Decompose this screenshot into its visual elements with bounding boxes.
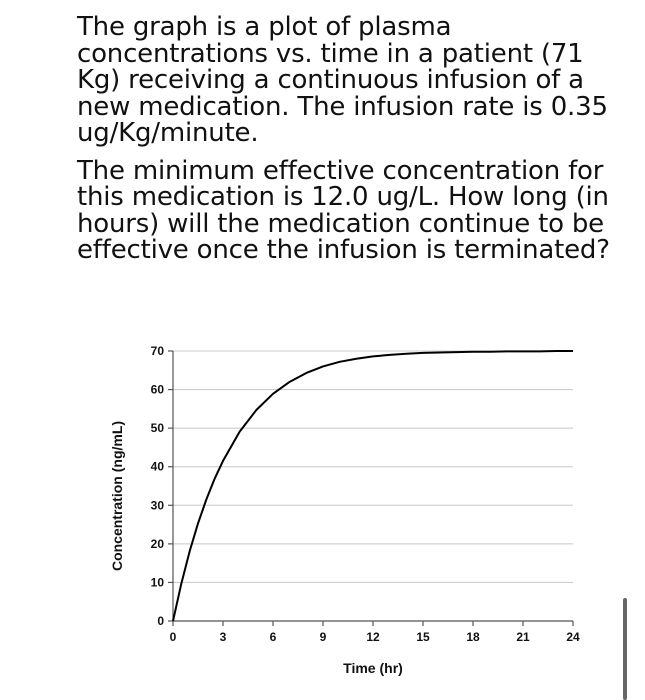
y-tick-label: 10	[151, 575, 165, 589]
concentration-curve	[172, 350, 573, 622]
x-axis-label: Time (hr)	[343, 660, 403, 676]
axes	[168, 350, 574, 626]
question-paragraph-2: The minimum effective concentration for …	[77, 155, 610, 265]
y-tick-label: 0	[157, 614, 164, 628]
y-tick-label: 70	[151, 344, 165, 358]
tick-labels: 0 10 20 30 40 50 60 70 0 3 6 9 12 15 18 21 24	[151, 344, 580, 644]
y-tick-label: 20	[151, 537, 165, 551]
y-tick-label: 30	[151, 498, 165, 512]
x-tick-label: 3	[220, 630, 227, 644]
x-tick-label: 9	[320, 630, 327, 644]
grid-lines	[173, 350, 573, 583]
x-tick-label: 18	[466, 630, 480, 644]
x-tick-label: 12	[366, 630, 380, 644]
series-lines	[172, 350, 573, 622]
y-tick-label: 40	[151, 460, 165, 474]
y-tick-label: 50	[151, 421, 165, 435]
y-tick-label: 60	[151, 383, 165, 397]
x-tick-label: 0	[170, 630, 177, 644]
scrollbar[interactable]	[623, 598, 627, 700]
x-tick-label: 21	[516, 630, 530, 644]
question-text: The graph is a plot of plasma concentrat…	[77, 14, 627, 264]
x-tick-label: 6	[270, 630, 277, 644]
x-tick-label: 15	[416, 630, 430, 644]
question-paragraph-1: The graph is a plot of plasma concentrat…	[77, 12, 608, 148]
y-axis-label: Concentration (ng/mL)	[109, 421, 125, 571]
concentration-time-chart: 0 10 20 30 40 50 60 70 0 3 6 9 12 15 18 21 24 Time (hr) …	[100, 335, 600, 690]
x-tick-label: 24	[566, 630, 580, 644]
